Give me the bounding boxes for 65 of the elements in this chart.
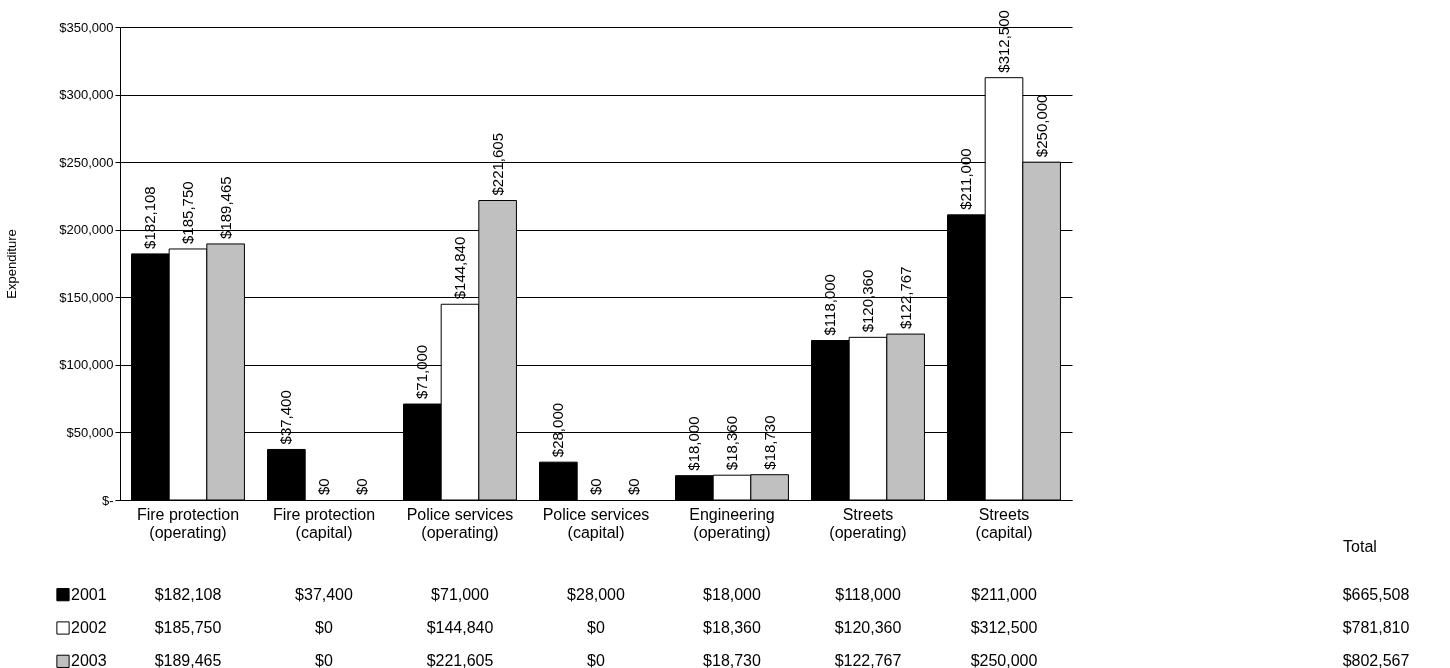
y-tick-label: $250,000 [59,154,114,170]
data-label: $18,000 [703,585,762,603]
text: $312,500 [995,10,1012,73]
x-tick-label: Police services (operating) [406,505,514,541]
data-label: $0 [315,652,333,668]
text: $211,000 [957,148,975,210]
text: $221,605 [488,132,506,196]
y-tick-label: $200,000 [59,222,114,238]
data-label: $18,730 [703,652,762,668]
data-label: $0 [587,619,605,636]
y-axis-title: Expenditure [4,229,20,299]
data-label: $120,360 [834,619,902,636]
text: $18,360 [723,415,740,471]
text: $781,810 [1342,619,1410,636]
data-label: $122,767 [834,652,902,668]
y-tick-label: $300,000 [59,87,114,103]
legend-label: 2002 [71,619,107,636]
x-tick-label: Streets (capital) [975,505,1033,541]
text: $144,840 [451,236,468,300]
text: Total [1343,537,1377,555]
x-tick-label: Engineering (operating) [689,505,775,541]
text: $71,000 [413,344,431,400]
data-label: $37,400 [295,585,354,603]
y-tick-label: $- [101,492,114,508]
data-label: $221,605 [426,652,494,668]
x-tick-label: Fire protection (capital) [272,505,376,541]
text: $28,000 [549,402,567,458]
text: $37,400 [277,390,295,445]
text: $189,465 [216,176,234,239]
text: $122,767 [896,266,914,330]
legend-label: 2001 [71,585,107,603]
text: $0 [352,478,370,495]
text: $182,108 [141,186,159,249]
text: $120,360 [859,269,876,333]
y-tick-label: $100,000 [59,357,114,373]
y-tick-label: $350,000 [59,19,114,35]
data-label: $71,000 [431,585,490,603]
data-label: $0 [315,619,333,636]
text: $250,000 [1032,94,1050,158]
data-label: $18,360 [703,619,762,636]
legend-label: 2003 [71,652,107,668]
data-label: $0 [587,652,605,668]
data-label: $182,108 [154,585,222,603]
data-label: $118,000 [835,585,901,603]
text: $0 [624,478,642,495]
text: $0 [587,478,604,495]
text: $185,750 [179,181,196,244]
x-tick-label: Police services (capital) [542,505,650,541]
text: $18,000 [685,416,703,471]
data-label: $312,500 [970,619,1038,636]
data-label: $189,465 [154,652,222,668]
data-label: $250,000 [970,652,1038,668]
data-label: $185,750 [154,619,222,636]
text: $18,730 [760,415,778,470]
text: $665,508 [1342,585,1410,603]
text: $118,000 [821,274,839,336]
data-label: $211,000 [971,585,1037,603]
y-tick-label: $50,000 [66,424,114,440]
y-tick-label: $150,000 [59,289,114,305]
data-label: $28,000 [567,585,626,603]
x-tick-label: Fire protection (operating) [136,505,240,541]
data-label: $144,840 [426,619,494,636]
text: $0 [315,478,332,495]
x-tick-label: Streets (operating) [829,505,907,541]
text: $802,567 [1342,652,1410,668]
